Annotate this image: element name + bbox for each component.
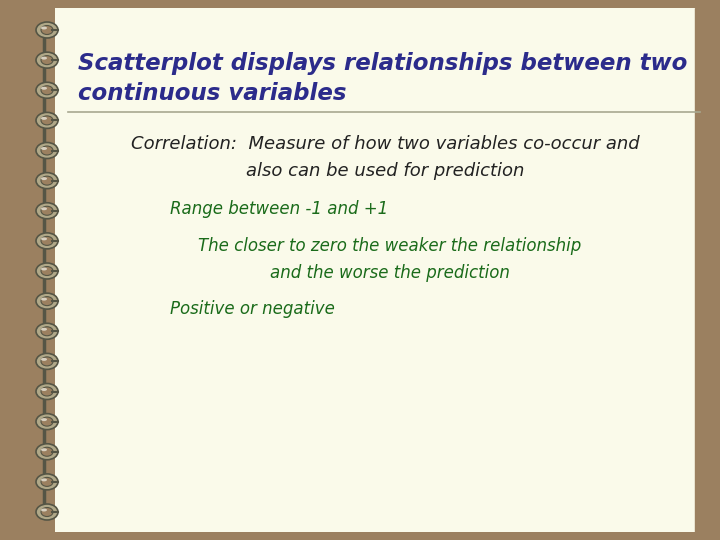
Text: continuous variables: continuous variables bbox=[78, 82, 346, 105]
Text: Positive or negative: Positive or negative bbox=[170, 300, 335, 318]
Text: The closer to zero the weaker the relationship: The closer to zero the weaker the relati… bbox=[199, 237, 582, 255]
Ellipse shape bbox=[36, 202, 58, 219]
Ellipse shape bbox=[36, 383, 58, 400]
Ellipse shape bbox=[41, 328, 47, 330]
Ellipse shape bbox=[41, 26, 47, 30]
Ellipse shape bbox=[41, 388, 47, 391]
Ellipse shape bbox=[41, 448, 47, 451]
Ellipse shape bbox=[41, 25, 53, 35]
Ellipse shape bbox=[36, 22, 58, 38]
Ellipse shape bbox=[41, 87, 47, 90]
Ellipse shape bbox=[41, 358, 47, 361]
Ellipse shape bbox=[36, 414, 58, 430]
Ellipse shape bbox=[41, 56, 53, 65]
Ellipse shape bbox=[41, 238, 47, 240]
Ellipse shape bbox=[41, 176, 53, 185]
Text: also can be used for prediction: also can be used for prediction bbox=[246, 162, 524, 180]
Ellipse shape bbox=[36, 143, 58, 159]
Ellipse shape bbox=[41, 57, 47, 59]
Ellipse shape bbox=[41, 267, 53, 275]
Text: Range between -1 and +1: Range between -1 and +1 bbox=[170, 200, 388, 218]
Ellipse shape bbox=[41, 327, 53, 336]
Ellipse shape bbox=[41, 117, 47, 120]
Ellipse shape bbox=[36, 504, 58, 520]
Ellipse shape bbox=[41, 357, 53, 366]
Ellipse shape bbox=[36, 444, 58, 460]
Ellipse shape bbox=[36, 82, 58, 98]
Ellipse shape bbox=[36, 112, 58, 129]
Ellipse shape bbox=[41, 508, 53, 516]
Ellipse shape bbox=[36, 233, 58, 249]
Ellipse shape bbox=[41, 447, 53, 456]
Ellipse shape bbox=[41, 418, 47, 421]
Ellipse shape bbox=[41, 116, 53, 125]
Ellipse shape bbox=[41, 177, 47, 180]
Ellipse shape bbox=[36, 474, 58, 490]
FancyBboxPatch shape bbox=[55, 8, 707, 532]
Text: and the worse the prediction: and the worse the prediction bbox=[270, 264, 510, 282]
Ellipse shape bbox=[41, 207, 47, 210]
Ellipse shape bbox=[41, 417, 53, 426]
Text: Scatterplot displays relationships between two: Scatterplot displays relationships betwe… bbox=[78, 52, 688, 75]
Ellipse shape bbox=[36, 52, 58, 68]
Ellipse shape bbox=[41, 296, 53, 306]
Ellipse shape bbox=[41, 477, 53, 487]
Bar bbox=[695, 8, 712, 532]
Ellipse shape bbox=[36, 293, 58, 309]
Ellipse shape bbox=[41, 387, 53, 396]
Ellipse shape bbox=[41, 146, 53, 155]
Ellipse shape bbox=[41, 267, 47, 271]
Ellipse shape bbox=[36, 173, 58, 188]
Ellipse shape bbox=[41, 298, 47, 301]
Ellipse shape bbox=[41, 509, 47, 511]
Ellipse shape bbox=[41, 147, 47, 150]
Ellipse shape bbox=[41, 478, 47, 481]
Ellipse shape bbox=[41, 237, 53, 245]
Text: Correlation:  Measure of how two variables co-occur and: Correlation: Measure of how two variable… bbox=[131, 135, 639, 153]
Ellipse shape bbox=[36, 263, 58, 279]
Ellipse shape bbox=[36, 353, 58, 369]
Ellipse shape bbox=[41, 86, 53, 94]
Ellipse shape bbox=[41, 206, 53, 215]
Ellipse shape bbox=[36, 323, 58, 339]
